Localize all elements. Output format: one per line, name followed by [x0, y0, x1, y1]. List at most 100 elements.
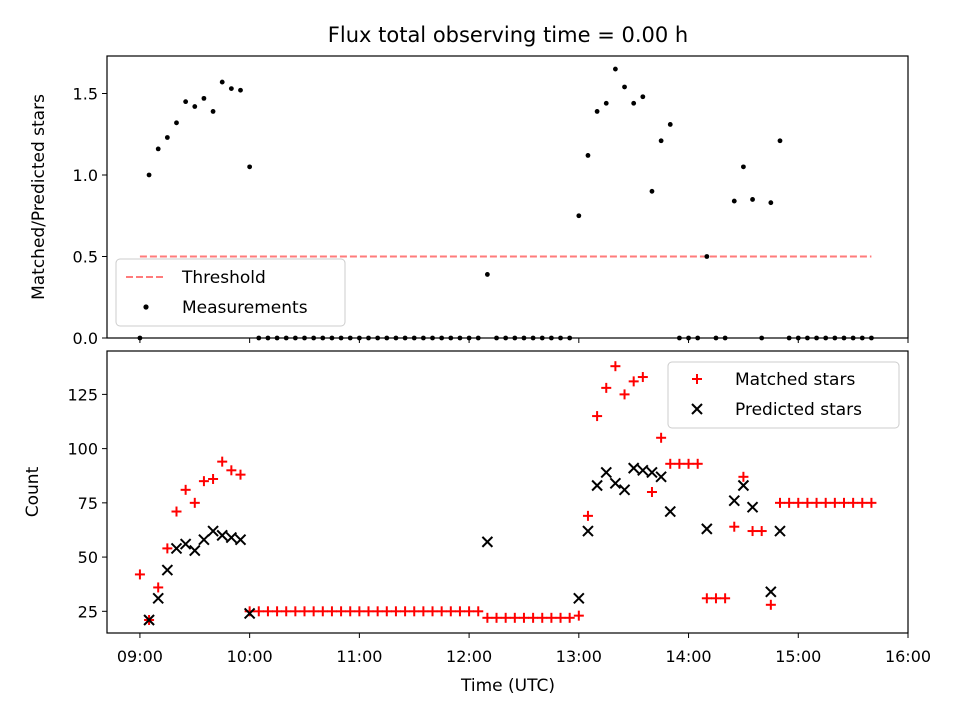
matched-star-point — [509, 612, 520, 623]
measurement-point — [667, 122, 673, 127]
y-tick-label: 100 — [67, 440, 98, 459]
matched-star-point — [802, 497, 813, 508]
count-panel-y-ticks: 25 50 75 100 125 — [67, 385, 107, 621]
measurements-series — [137, 66, 874, 341]
matched-star-point — [683, 458, 694, 469]
measurement-point — [155, 146, 161, 152]
measurement-point — [631, 100, 637, 106]
y-tick-label: 0.5 — [73, 247, 98, 266]
matched-star-point — [436, 606, 447, 617]
matched-star-point — [473, 606, 484, 617]
measurement-point — [704, 254, 710, 259]
matched-star-point — [582, 510, 593, 521]
matched-star-point — [765, 599, 776, 610]
matched-star-point — [171, 506, 182, 517]
matched-star-point — [363, 606, 374, 617]
measurement-point — [183, 99, 189, 105]
matched-star-point — [262, 606, 273, 617]
matched-star-point — [418, 606, 429, 617]
matched-star-point — [738, 471, 749, 482]
predicted-stars-series — [143, 462, 786, 626]
ratio-panel-frame — [106, 55, 909, 339]
x-tick-label: 14:00 — [665, 647, 711, 666]
matched-star-point — [564, 612, 575, 623]
measurement-point — [164, 135, 170, 140]
matched-star-point — [710, 593, 721, 604]
count-panel-legend: Matched stars Predicted stars — [667, 361, 900, 429]
y-tick-label: 0.0 — [73, 329, 98, 348]
matched-star-point — [820, 497, 831, 508]
matched-star-point — [857, 497, 868, 508]
matched-star-point — [162, 543, 173, 554]
matched-star-point — [518, 612, 529, 623]
matched-star-point — [555, 612, 566, 623]
measurement-point — [247, 164, 253, 170]
matched-star-point — [390, 606, 401, 617]
measurement-point — [484, 272, 490, 277]
count-panel-plot — [134, 361, 877, 626]
matched-star-point — [482, 612, 493, 623]
predicted-star-point — [582, 525, 594, 537]
x-tick-label: 13:00 — [556, 647, 602, 666]
predicted-star-point — [737, 479, 750, 492]
x-tick-label: 12:00 — [446, 647, 492, 666]
matched-star-point — [198, 476, 209, 487]
predicted-star-point — [189, 544, 201, 557]
matched-star-point — [445, 606, 456, 617]
x-tick-label: 10:00 — [227, 647, 273, 666]
matched-star-point — [226, 465, 237, 476]
predicted-star-point — [728, 494, 740, 507]
count-panel-x-ticks: 09:00 10:00 11:00 12:00 13:00 14:00 15:00 16:00 — [117, 633, 931, 666]
predicted-star-point — [774, 525, 786, 537]
predicted-star-point — [152, 592, 164, 604]
matched-star-point — [720, 593, 731, 604]
measurement-point — [238, 87, 243, 93]
ratio-panel-title: Flux total observing time = 0.00 h — [328, 23, 688, 47]
matched-star-point — [774, 497, 785, 508]
matched-star-point — [546, 612, 557, 623]
matched-star-point — [528, 612, 539, 623]
count-panel-frame — [106, 350, 909, 634]
legend-predicted-label: Predicted stars — [735, 400, 862, 420]
matched-star-point — [326, 606, 337, 617]
matched-star-point — [134, 569, 145, 580]
predicted-star-point — [765, 586, 777, 598]
matched-star-point — [189, 497, 200, 508]
matched-star-point — [674, 458, 685, 469]
measurement-point — [768, 200, 774, 206]
measurement-point — [613, 66, 618, 72]
predicted-star-point — [609, 477, 622, 490]
matched-star-point — [729, 521, 740, 532]
matched-star-point — [217, 456, 228, 467]
matched-star-point — [299, 606, 310, 617]
measurement-point — [603, 100, 609, 106]
x-tick-label: 16:00 — [885, 647, 931, 666]
predicted-star-point — [600, 466, 612, 479]
matched-star-point — [619, 389, 630, 400]
y-tick-label: 1.5 — [73, 84, 98, 103]
matched-star-point — [829, 497, 840, 508]
predicted-star-point — [637, 464, 649, 477]
predicted-star-point — [573, 592, 585, 604]
y-tick-label: 75 — [78, 494, 98, 513]
measurement-point — [210, 109, 216, 114]
matched-star-point — [747, 526, 758, 537]
predicted-star-point — [207, 525, 219, 537]
matched-star-point — [317, 606, 328, 617]
matched-star-point — [610, 361, 621, 372]
measurement-point — [192, 104, 198, 109]
matched-star-point — [281, 606, 292, 617]
predicted-star-point — [161, 564, 174, 576]
predicted-star-point — [646, 466, 658, 479]
matched-star-point — [656, 432, 667, 443]
predicted-star-point — [143, 614, 155, 626]
matched-star-point — [454, 606, 465, 617]
measurement-point — [640, 94, 646, 100]
ratio-panel-legend-box — [115, 258, 346, 327]
predicted-star-point — [481, 536, 494, 548]
measurement-point — [174, 120, 179, 126]
y-tick-label: 25 — [78, 602, 98, 621]
matched-star-point — [354, 606, 365, 617]
matched-star-point — [290, 606, 301, 617]
